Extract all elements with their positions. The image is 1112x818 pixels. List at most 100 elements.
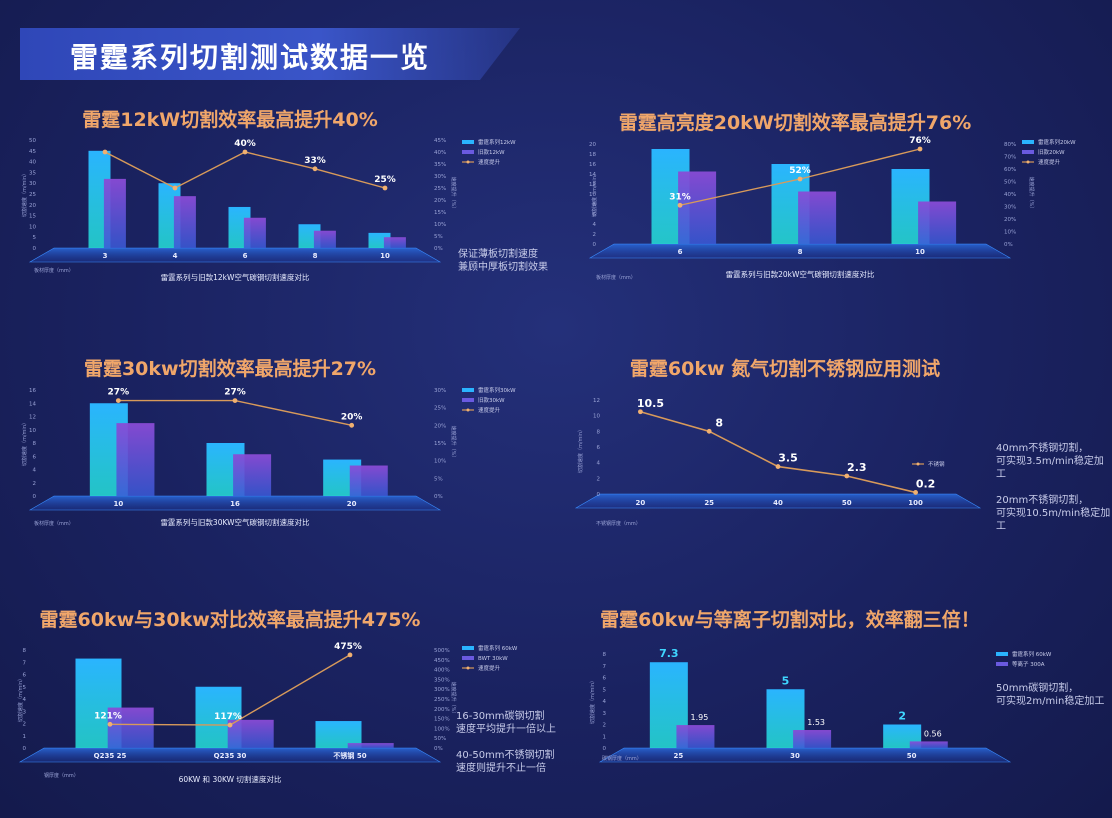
y2-tick-label: 15% (434, 210, 446, 216)
y2-tick-label: 5% (434, 476, 443, 482)
legend-label: 旧款20kW (1038, 148, 1065, 156)
line-point (232, 398, 238, 403)
y-tick-label: 10 (593, 414, 600, 420)
bar-series-2 (227, 719, 274, 748)
y-axis-label: 切割速度（m/min） (589, 678, 596, 724)
y2-tick-label: 100% (434, 726, 450, 732)
axis-platform (28, 247, 442, 263)
y2-tick-label: 250% (434, 697, 450, 703)
bar-series-2 (116, 423, 155, 496)
x-tick-label: 30 (790, 752, 800, 760)
y-tick-label: 2 (603, 723, 607, 729)
bar-series-2 (798, 191, 837, 244)
y-tick-label: 0 (33, 494, 37, 500)
line-point (382, 185, 388, 191)
bar-series-2 (676, 725, 715, 748)
y-tick-label: 4 (597, 461, 601, 467)
line-value-label: 40% (234, 139, 256, 149)
chart-title-plasma: 雷霆60kw与等离子切割对比，效率翻三倍！ (600, 609, 980, 631)
chart-title-60kw-vs-30kw: 雷霆60kw与30kw对比效率最高提升475% (39, 609, 421, 631)
y-tick-label: 20 (29, 203, 36, 209)
x-tick-label: 100 (908, 499, 923, 507)
legend-swatch (462, 388, 474, 392)
bar-series-2 (383, 237, 406, 248)
y2-tick-label: 40% (1004, 192, 1016, 198)
y-tick-label: 4 (23, 697, 27, 703)
bar-value-label: 1.95 (691, 713, 709, 722)
y-tick-label: 12 (593, 398, 600, 404)
chart-note-12kw: 保证薄板切割速度 兼顾中厚板切割效果 (458, 249, 548, 273)
bar-value-label: 0.56 (924, 729, 942, 738)
bar-series-2 (243, 217, 266, 248)
y-tick-label: 0 (603, 746, 607, 752)
y-tick-label: 2 (593, 232, 597, 238)
y-tick-label: 8 (597, 429, 601, 435)
legend-label: 旧款30kW (478, 396, 505, 404)
y2-axis-label: 速度提升（%） (450, 426, 457, 461)
x-unit-label: 碳钢厚度（mm） (602, 755, 642, 762)
line-value-label: 8 (715, 416, 723, 429)
chart-60kw-nitrogen: 0 2 4 6 8 10 12 切割速度（m/min） 10.5 20 8 25 3.5 40 2.3 50 0… (574, 397, 982, 527)
y2-tick-label: 450% (434, 658, 450, 664)
y-tick-label: 6 (23, 673, 27, 679)
legend-label: 旧款12kW (478, 148, 505, 156)
x-tick-label: 20 (636, 499, 646, 507)
x-tick-label: 3 (103, 252, 108, 260)
x-tick-label: 50 (907, 752, 917, 760)
line-point (227, 722, 233, 728)
chart-note-plasma: 50mm碳钢切割， 可实现2m/min稳定加工 (996, 683, 1105, 707)
legend-swatch (996, 662, 1008, 666)
x-tick-label: 6 (243, 252, 248, 260)
bar-series-2 (349, 465, 388, 496)
y-tick-label: 8 (593, 202, 597, 208)
y-tick-label: 12 (29, 415, 36, 421)
y2-tick-label: 80% (1004, 142, 1016, 148)
legend-label: 不锈钢 (928, 460, 945, 468)
y-tick-label: 5 (33, 235, 37, 241)
y-tick-label: 12 (589, 182, 596, 188)
y-tick-label: 7 (603, 664, 607, 670)
x-tick-label: 40 (773, 499, 783, 507)
legend-swatch (996, 652, 1008, 656)
y-tick-label: 6 (597, 445, 601, 451)
y2-tick-label: 60% (1004, 167, 1016, 173)
y-tick-label: 30 (29, 181, 36, 187)
x-tick-label: 6 (678, 248, 683, 256)
legend-label: 速度提升 (478, 158, 501, 166)
y2-tick-label: 30% (1004, 205, 1016, 211)
x-tick-label: 8 (313, 252, 318, 260)
x-unit-label: 钢厚度（mm） (44, 772, 79, 779)
y-tick-label: 0 (33, 246, 37, 252)
line-value-label: 25% (374, 175, 396, 185)
bar-series-2 (103, 178, 126, 248)
y2-tick-label: 500% (434, 648, 450, 654)
line-point (349, 422, 355, 428)
y2-tick-label: 0% (1004, 242, 1013, 248)
y2-tick-label: 0% (434, 246, 443, 252)
y-tick-label: 5 (23, 685, 27, 691)
y2-axis-label: 速度提升（%） (1028, 177, 1035, 212)
chart-note-60kw-nitrogen: 40mm不锈钢切割， 可实现3.5m/min稳定加工 20mm不锈钢切割， 可实… (996, 443, 1111, 532)
y-tick-label: 7 (23, 660, 27, 666)
y-tick-label: 10 (589, 192, 596, 198)
chart-title-20kw: 雷霆高亮度20kW切割效率最高提升76% (618, 112, 972, 134)
chart-title-30kw: 雷霆30kw切割效率最高提升27% (83, 358, 377, 380)
y-tick-label: 16 (589, 162, 596, 168)
legend-swatch (462, 398, 474, 402)
x-axis-title: 雷霆系列与旧款12kW空气碳钢切割速度对比 (161, 272, 310, 282)
y2-tick-label: 0% (434, 746, 443, 752)
bar-value-label: 2 (898, 710, 906, 723)
y2-tick-label: 10% (1004, 230, 1016, 236)
line-value-label: 2.3 (847, 461, 867, 474)
x-tick-label: 10 (113, 500, 123, 508)
line-point (844, 473, 850, 479)
legend-swatch (462, 646, 474, 650)
chart-note-60kw-vs-30kw: 16-30mm碳钢切割 速度平均提升一倍以上 40-50mm不锈钢切割 速度则提… (456, 711, 556, 774)
legend-label: 雷霆系列20kW (1038, 138, 1076, 146)
line-value-label: 121% (94, 711, 122, 721)
y-tick-label: 14 (589, 172, 596, 178)
line-value-label: 475% (334, 642, 362, 652)
line-value-label: 3.5 (778, 452, 798, 465)
line-point (638, 409, 643, 415)
y-tick-label: 40 (29, 160, 36, 166)
